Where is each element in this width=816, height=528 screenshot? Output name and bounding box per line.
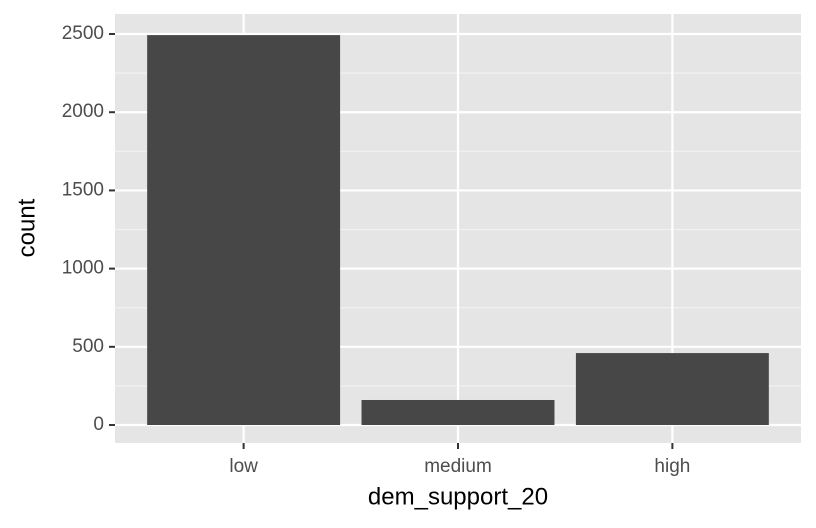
y-tick-label: 2500 xyxy=(62,23,104,44)
bar xyxy=(361,399,555,426)
bar xyxy=(147,35,341,426)
y-axis-title: count xyxy=(13,198,40,257)
x-tick-label: low xyxy=(229,456,258,477)
y-tick-label: 500 xyxy=(72,336,104,357)
x-tick-label: high xyxy=(654,456,690,477)
x-tick-label: medium xyxy=(424,456,492,477)
bar xyxy=(575,353,769,426)
x-axis-title: dem_support_20 xyxy=(368,483,548,510)
y-tick-label: 0 xyxy=(93,414,104,435)
y-tick-label: 2000 xyxy=(62,101,104,122)
y-tick-label: 1000 xyxy=(62,258,104,279)
y-tick-label: 1500 xyxy=(62,179,104,200)
